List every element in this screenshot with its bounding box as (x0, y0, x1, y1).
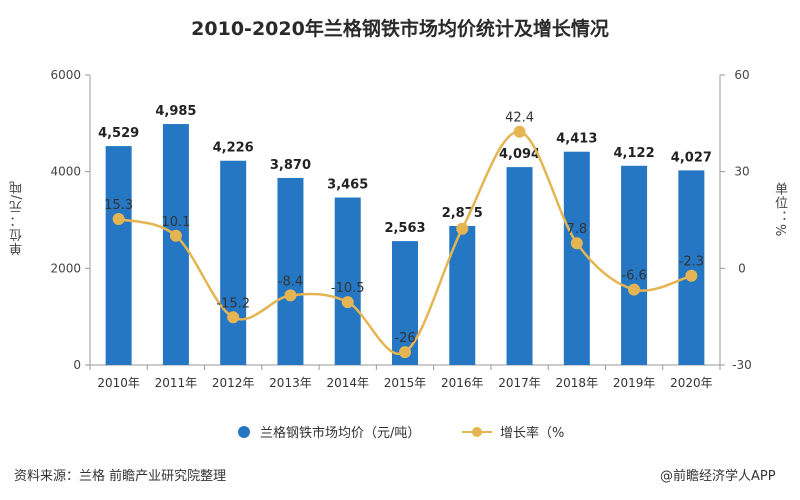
chart-title: 2010-2020年兰格钢铁市场均价统计及增长情况 (191, 18, 609, 40)
x-tick-label: 2011年 (155, 376, 198, 390)
growth-value-label: -26 (394, 331, 415, 346)
y-right-tick-label: 0 (738, 261, 746, 275)
legend-line-marker (462, 426, 492, 438)
growth-value-label: -8.4 (278, 274, 303, 289)
bar-value-label: 2,563 (384, 221, 425, 236)
legend-bar-marker (238, 425, 250, 438)
growth-value-label: 7.8 (566, 222, 587, 237)
bar-value-label: 4,122 (614, 146, 655, 161)
legend-bar-label: 兰格钢铁市场均价（元/吨） (260, 426, 421, 441)
x-tick-label: 2016年 (441, 376, 484, 390)
x-tick-label: 2015年 (384, 376, 427, 390)
growth-point (628, 283, 641, 296)
y-left-tick-label: 2000 (50, 261, 81, 275)
bar (563, 151, 590, 365)
y-right-tick-label: 30 (734, 165, 749, 179)
bar (105, 146, 132, 365)
growth-value-label: 15.3 (104, 198, 133, 213)
growth-value-label: -2.3 (679, 255, 704, 270)
growth-point (227, 311, 240, 324)
legend-item-growth: 增长率（% (462, 422, 564, 441)
bar-value-label: 4,985 (155, 104, 196, 119)
x-tick-label: 2020年 (670, 376, 713, 390)
x-tick-label: 2019年 (613, 376, 656, 390)
x-tick-label: 2010年 (97, 376, 140, 390)
legend-item-price: 兰格钢铁市场均价（元/吨） (238, 422, 420, 441)
legend-line-label: 增长率（% (500, 426, 565, 441)
y-left-tick-label: 0 (73, 358, 81, 372)
growth-point (685, 269, 698, 282)
bar (334, 197, 361, 365)
legend: 兰格钢铁市场均价（元/吨） 增长率（% (0, 420, 800, 444)
bar-value-label: 4,027 (671, 150, 712, 165)
growth-value-label: 10.1 (161, 215, 190, 230)
y-left-tick-label: 6000 (50, 68, 81, 82)
x-tick-label: 2014年 (326, 376, 369, 390)
growth-point (513, 125, 526, 138)
bar-value-label: 3,465 (327, 178, 368, 193)
growth-value-label: -15.2 (216, 296, 250, 311)
bar-value-label: 4,413 (556, 132, 597, 147)
bar (621, 165, 648, 365)
growth-value-label: 42.4 (505, 111, 534, 126)
x-tick-label: 2013年 (269, 376, 312, 390)
growth-point (570, 237, 583, 250)
x-tick-label: 2018年 (556, 376, 599, 390)
growth-point (169, 229, 182, 242)
growth-point (456, 222, 469, 235)
growth-value-label: -6.6 (621, 269, 646, 284)
bar-value-label: 4,226 (213, 141, 254, 156)
bar (277, 177, 304, 365)
x-tick-label: 2012年 (212, 376, 255, 390)
bar (506, 167, 533, 365)
y-right-tick-label: 60 (734, 68, 749, 82)
growth-point (341, 296, 354, 309)
y-left-tick-label: 4000 (50, 165, 81, 179)
brand-credit: @前瞻经济学人APP (660, 469, 776, 484)
growth-point (399, 346, 411, 359)
source-note: 资料来源：兰格 前瞻产业研究院整理 (14, 469, 227, 484)
bar (678, 170, 705, 365)
bar (220, 160, 247, 365)
growth-point (284, 289, 297, 302)
bar-value-label: 2,875 (442, 206, 483, 221)
y-axis-right-label: 单位：% (772, 182, 787, 238)
y-right-tick-label: -30 (732, 358, 752, 372)
growth-point (112, 213, 125, 226)
bar-value-label: 4,094 (499, 147, 540, 162)
bar-value-label: 4,529 (98, 126, 139, 141)
growth-value-label: -10.5 (331, 281, 365, 296)
x-tick-label: 2017年 (498, 376, 541, 390)
bar-value-label: 3,870 (270, 158, 311, 173)
